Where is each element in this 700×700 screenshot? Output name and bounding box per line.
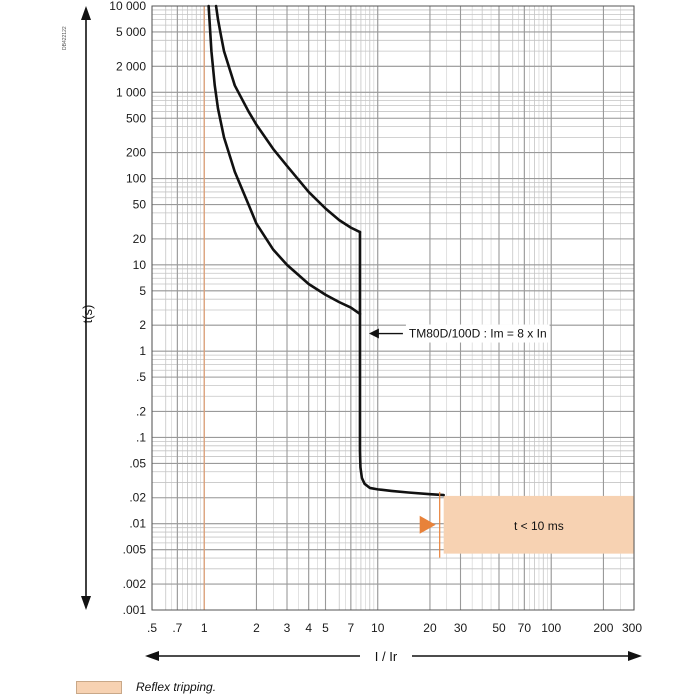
y-axis-arrow (81, 6, 91, 610)
x-tick-label: 300 (622, 621, 642, 635)
y-tick-label: .1 (136, 430, 146, 444)
x-tick-label: 20 (423, 621, 437, 635)
x-tick-label: .5 (147, 621, 157, 635)
legend: Reflex tripping. (76, 680, 216, 694)
y-tick-label: .005 (123, 543, 147, 557)
tripping-curve-1 (207, 4, 362, 316)
y-tick-label: 10 (133, 258, 147, 272)
y-tick-label: 1 000 (116, 85, 146, 99)
y-axis-title: t(s) (80, 305, 95, 324)
y-tick-label: 200 (126, 146, 146, 160)
x-tick-label: 50 (492, 621, 506, 635)
y-tick-label: .01 (129, 517, 146, 531)
legend-label-reflex: Reflex tripping. (136, 680, 217, 694)
reflex-zone-label: t < 10 ms (514, 519, 564, 533)
x-tick-label: 10 (371, 621, 385, 635)
x-tick-label: 1 (201, 621, 208, 635)
document-id: DB422122 (62, 26, 68, 50)
x-tick-label: 100 (541, 621, 561, 635)
y-tick-label: .02 (129, 491, 146, 505)
tripping-curves (207, 4, 445, 497)
y-tick-label: 1 (139, 344, 146, 358)
y-tick-label: 100 (126, 172, 146, 186)
x-axis-title: I / Ir (375, 649, 398, 664)
tripping-curve-2 (214, 4, 362, 234)
x-axis-title-bg (360, 647, 412, 665)
x-tick-label: 4 (305, 621, 312, 635)
tripping-curve-3 (358, 230, 445, 497)
x-tick-label: 5 (322, 621, 329, 635)
y-tick-label: .002 (123, 577, 147, 591)
y-tick-label: 20 (133, 232, 147, 246)
reflex-tripping-zone (443, 495, 634, 554)
reflex-trigger-arrow (419, 515, 436, 534)
im-annotation-label: TM80D/100D : Im = 8 x In (409, 327, 547, 341)
y-tick-label: 500 (126, 111, 146, 125)
x-tick-label: 7 (348, 621, 355, 635)
legend-swatch-reflex (76, 680, 122, 694)
im-annotation-arrowhead (368, 328, 379, 339)
y-tick-label: 5 (139, 284, 146, 298)
plot-frame (151, 5, 635, 611)
y-tick-label: 5 000 (116, 25, 146, 39)
x-tick-label: 3 (284, 621, 291, 635)
y-tick-label: 10 000 (109, 0, 146, 13)
y-tick-label: .5 (136, 370, 146, 384)
y-tick-label: 50 (133, 198, 147, 212)
x-tick-label: .7 (172, 621, 182, 635)
x-tick-labels: .5 .7 1 2 3 4 5 7 10 20 30 50 70 100 200 300 (147, 621, 642, 635)
y-tick-label: 2 (139, 318, 146, 332)
y-tick-label: 2 000 (116, 59, 146, 73)
y-tick-labels: 10 000 5 000 2 000 1 000 500 200 100 50 20 10 5 2 1.… (109, 0, 146, 617)
x-tick-label: 70 (518, 621, 532, 635)
im-annotation: TM80D/100D : Im = 8 x In (368, 324, 550, 343)
x-tick-label: 30 (454, 621, 468, 635)
x-tick-label: 2 (253, 621, 260, 635)
y-tick-label: .05 (129, 456, 146, 470)
im-annotation-bg (405, 324, 550, 343)
y-tick-label: .2 (136, 404, 146, 418)
x-tick-label: 200 (593, 621, 613, 635)
y-tick-label: .001 (123, 603, 147, 617)
